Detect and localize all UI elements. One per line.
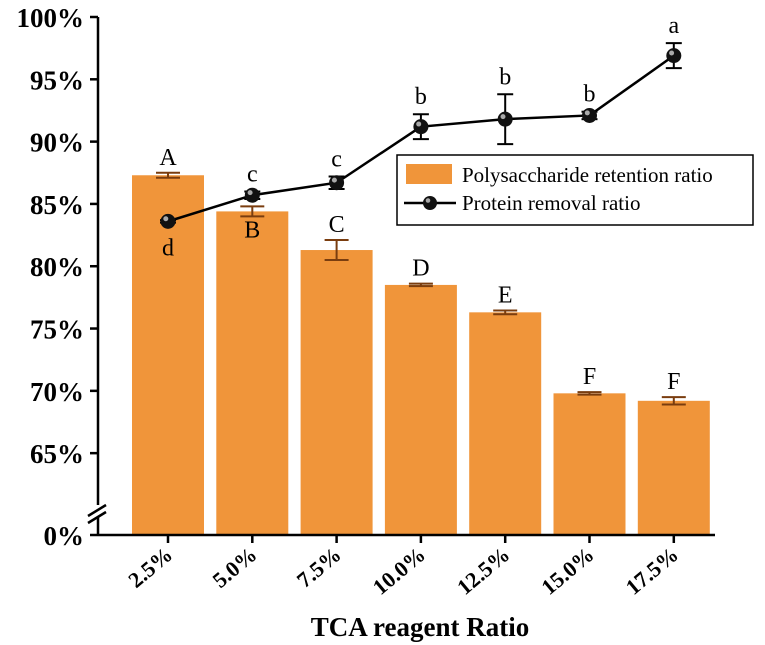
legend-box [396,154,754,226]
line-point-highlight-1 [247,190,253,196]
line-point-highlight-5 [584,110,590,116]
y-tick-label-1: 65% [30,439,84,469]
legend: Polysaccharide retention ratio Protein r… [396,154,754,226]
legend-marker-highlight [425,198,431,203]
line-significance-0: d [162,235,174,261]
line-point-4 [497,111,513,127]
line-point-0 [160,213,176,229]
bar-6 [637,400,710,535]
x-tick-label-5: 15.0% [536,542,598,600]
line-point-1 [244,187,260,203]
legend-marker [423,196,437,210]
y-tick-label-4: 80% [30,252,84,282]
bar-significance-6: F [667,369,680,395]
bar-significance-0: A [159,145,177,171]
x-tick-label-6: 17.5% [621,542,683,600]
bar-2 [300,250,373,535]
x-tick-label-2: 7.5% [292,542,346,593]
x-axis-title: TCA reagent Ratio [311,612,529,642]
x-tick-label-0: 2.5% [123,542,177,593]
bar-significance-5: F [583,364,596,390]
line-point-6 [666,48,682,64]
x-tick-label-4: 12.5% [452,542,514,600]
line-point-highlight-3 [416,121,422,127]
legend-label-protein: Protein removal ratio [462,191,640,215]
line-significance-1: c [247,161,258,187]
legend-label-polysaccharide: Polysaccharide retention ratio [462,163,713,187]
bar-3 [384,284,457,535]
line-point-3 [413,119,429,135]
line-point-highlight-6 [669,50,675,56]
bar-significance-3: D [412,256,429,282]
y-tick-label-3: 75% [30,315,84,345]
line-point-highlight-0 [163,216,169,222]
y-tick-label-8: 100% [17,3,85,33]
bars-layer [132,171,710,535]
line-point-2 [329,175,345,191]
bar-4 [469,312,542,535]
y-tick-label-7: 95% [30,65,84,95]
bar-significance-4: E [498,282,513,308]
bar-1 [216,211,289,535]
line-significance-4: b [499,64,511,90]
line-significance-3: b [415,84,427,110]
y-tick-label-5: 85% [30,190,84,220]
line-significance-2: c [331,147,342,173]
line-significance-6: a [668,13,679,39]
y-tick-label-2: 70% [30,377,84,407]
labels-layer: A B C D E F Fd c c b b b a [159,13,680,395]
line-point-highlight-2 [331,177,337,183]
line-point-highlight-4 [500,114,506,120]
line-significance-5: b [584,82,596,108]
y-tick-label-0: 0% [44,521,85,551]
legend-bar-swatch [406,164,452,184]
bar-significance-1: B [244,217,260,243]
bar-5 [553,393,626,535]
y-axis-break-mark-1 [87,503,107,518]
x-tick-label-1: 5.0% [208,542,262,593]
bar-significance-2: C [329,212,345,238]
x-tick-label-3: 10.0% [368,542,430,600]
bar-0 [132,175,204,535]
line-layer [160,42,682,229]
line-point-5 [582,107,597,123]
y-tick-label-6: 90% [30,128,84,158]
